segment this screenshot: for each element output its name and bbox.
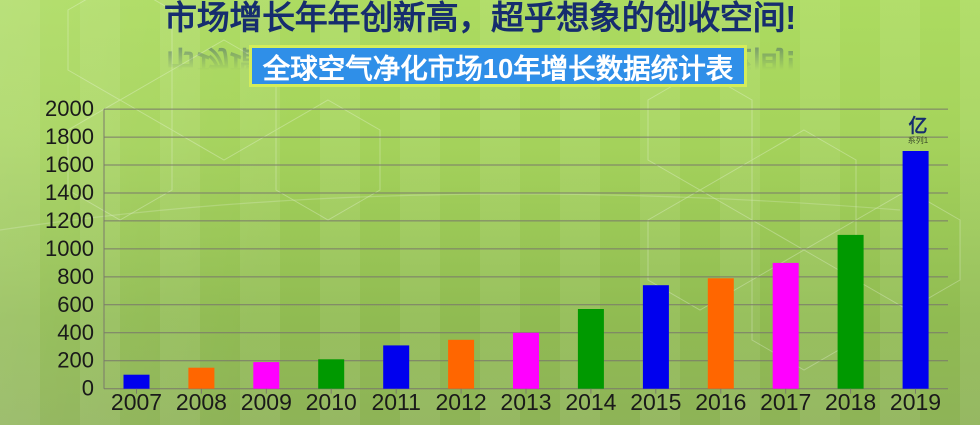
svg-text:2007: 2007 <box>111 389 162 415</box>
svg-text:2013: 2013 <box>500 389 551 415</box>
svg-text:800: 800 <box>57 264 94 289</box>
svg-text:2017: 2017 <box>760 389 811 415</box>
svg-text:1200: 1200 <box>45 208 94 233</box>
svg-text:系列1: 系列1 <box>908 135 929 145</box>
svg-text:1600: 1600 <box>45 152 94 177</box>
svg-text:200: 200 <box>57 348 94 373</box>
svg-text:1000: 1000 <box>45 236 94 261</box>
svg-text:2011: 2011 <box>371 389 420 415</box>
svg-text:2019: 2019 <box>890 389 941 415</box>
svg-text:2016: 2016 <box>695 389 746 415</box>
svg-text:2012: 2012 <box>436 389 487 415</box>
svg-text:1800: 1800 <box>45 124 94 149</box>
svg-text:0: 0 <box>82 376 94 401</box>
svg-text:2000: 2000 <box>45 96 94 121</box>
svg-text:400: 400 <box>57 320 94 345</box>
svg-text:2015: 2015 <box>630 389 681 415</box>
svg-text:2014: 2014 <box>565 389 616 415</box>
svg-text:2018: 2018 <box>825 389 876 415</box>
svg-text:亿: 亿 <box>908 114 927 137</box>
svg-text:2008: 2008 <box>176 389 227 415</box>
svg-text:2010: 2010 <box>306 389 357 415</box>
svg-text:600: 600 <box>57 292 94 317</box>
svg-text:1400: 1400 <box>45 180 94 205</box>
svg-text:2009: 2009 <box>241 389 292 415</box>
